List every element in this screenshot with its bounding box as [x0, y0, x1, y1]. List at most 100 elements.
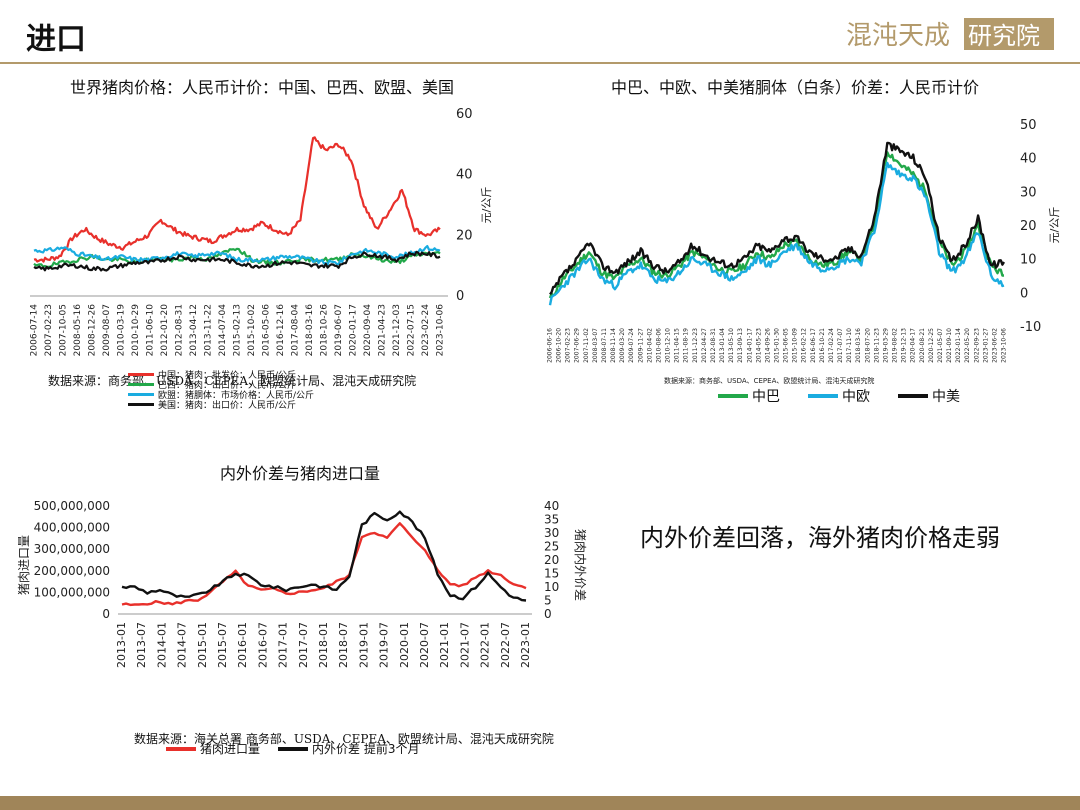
- chart1-x-tick: 2016-05-06: [262, 304, 272, 357]
- chart1-x-tick: 2020-01-17: [349, 304, 359, 356]
- chart2-x-tick: 2010-12-10: [665, 328, 672, 363]
- chart3-y2-label: 猪肉内外价差: [573, 529, 587, 601]
- chart1-x-tick: 2008-05-16: [73, 304, 83, 357]
- chart2-x-tick: 2011-08-19: [683, 328, 690, 363]
- chart3-import-volume: 0 100,000,000 200,000,000 300,000,000 400,00…: [17, 499, 587, 668]
- chart2-x-tick: 2015-10-09: [792, 328, 799, 363]
- chart3-series-spread: [121, 510, 527, 602]
- chart1-y-tick: 0: [456, 289, 464, 304]
- chart2-x-tick: 2016-06-17: [810, 328, 817, 363]
- chart3-x-tick: 2021-07: [458, 622, 471, 668]
- chart2-y-tick: 40: [1020, 152, 1037, 167]
- chart1-x-tick: 2012-08-31: [175, 304, 185, 356]
- chart2-x-tick: 2023-06-02: [991, 328, 998, 363]
- chart1-x-tick: 2009-08-07: [102, 304, 112, 356]
- chart2-legend-item: 中巴: [718, 386, 780, 406]
- chart1-x-tick: 2007-10-05: [59, 304, 69, 356]
- chart2-x-tick: 2006-10-20: [556, 328, 563, 363]
- chart3-y-label: 猪肉进口量: [17, 535, 31, 595]
- chart2-x-tick: 2022-09-23: [973, 328, 980, 363]
- chart2-x-tick: 2011-12-23: [692, 328, 699, 363]
- chart2-legend-label: 中美: [932, 389, 960, 405]
- chart3-x-tick: 2020-07: [418, 622, 431, 668]
- chart2-x-tick: 2021-05-07: [937, 328, 944, 363]
- chart1-x-tick: 2011-06-10: [146, 304, 156, 357]
- chart2-x-tick: 2021-09-10: [946, 328, 953, 363]
- chart2-x-tick: 2017-11-10: [846, 328, 853, 363]
- chart3-y2-tick: 10: [544, 580, 559, 594]
- chart2-x-tick: 2006-06-16: [547, 328, 554, 363]
- chart1-title: 世界猪肉价格：人民币计价：中国、巴西、欧盟、美国: [69, 78, 454, 97]
- chart1-x-tick: 2015-02-13: [233, 304, 243, 356]
- chart3-legend-item: 内外价差 提前3个月: [278, 740, 419, 757]
- chart3-series-import: [121, 522, 527, 607]
- chart3-x-tick: 2018-07: [337, 622, 350, 668]
- chart1-x-tick: 2007-02-23: [44, 304, 54, 356]
- chart2-x-tick: 2009-03-20: [619, 328, 626, 363]
- chart1-x-tick: 2023-10-06: [436, 304, 446, 357]
- chart2-x-tick: 2019-03-29: [882, 328, 889, 363]
- chart2-x-tick: 2007-02-23: [565, 328, 572, 363]
- chart3-x-tick: 2023-01: [519, 622, 532, 668]
- chart1-y-tick: 60: [456, 107, 473, 122]
- chart3-x-tick: 2016-07: [256, 622, 269, 668]
- chart2-x-tick: 2009-07-24: [628, 328, 635, 363]
- chart1-x-tick: 2018-03-16: [305, 304, 315, 357]
- svg-text:研究院: 研究院: [968, 22, 1040, 50]
- chart2-legend-label: 中欧: [842, 389, 870, 405]
- chart3-y2-tick: 20: [544, 553, 559, 567]
- chart3-x-tick: 2015-01: [196, 622, 209, 668]
- chart3-x-tick: 2014-07: [176, 622, 189, 668]
- chart1-x-tick: 2023-02-24: [421, 304, 431, 357]
- chart2-x-tick: 2012-04-27: [701, 328, 708, 363]
- chart1-series-3: [33, 250, 441, 272]
- chart3-legend-item: 猪肉进口量: [166, 740, 260, 757]
- chart1-legend-item: 欧盟：猪胴体：市场价格：人民币/公斤: [128, 388, 314, 401]
- chart1-x-tick: 2013-04-12: [189, 304, 199, 356]
- chart1-world-pork-price: 0 20 40 60 元/公斤 2006-07-14 2007-02-23 2007-10-0…: [30, 107, 494, 357]
- chart2-legend-swatch: [808, 394, 838, 398]
- chart1-legend-swatch: [128, 373, 154, 376]
- chart1-legend-label: 美国：猪肉：出口价：人民币/公斤: [158, 401, 297, 411]
- chart2-x-tick: 2012-08-31: [710, 328, 717, 363]
- chart1-y-tick: 20: [456, 228, 473, 243]
- chart1-legend-label: 欧盟：猪胴体：市场价格：人民币/公斤: [158, 391, 315, 401]
- footer-bar: [0, 796, 1080, 810]
- chart3-x-tick: 2016-01: [236, 622, 249, 668]
- chart1-series-0: [33, 136, 441, 263]
- chart2-x-tick: 2010-04-02: [646, 328, 653, 363]
- chart2-y-tick: 30: [1020, 185, 1037, 200]
- chart3-x-tick: 2014-01: [155, 622, 168, 668]
- chart2-x-tick: 2023-10-06: [1001, 328, 1008, 363]
- chart3-x-tick: 2021-01: [438, 622, 451, 668]
- chart2-x-tick: 2022-01-14: [955, 328, 962, 363]
- chart2-series-2: [549, 141, 1006, 296]
- svg-text:混沌天成: 混沌天成: [846, 21, 950, 51]
- chart3-x-tick: 2017-07: [297, 622, 310, 668]
- chart3-x-tick: 2019-01: [357, 622, 370, 668]
- chart2-x-tick: 2008-11-14: [610, 328, 617, 363]
- chart1-x-tick: 2017-08-04: [291, 304, 301, 357]
- chart2-x-tick: 2015-01-30: [774, 328, 781, 363]
- chart3-y2-tick: 35: [544, 513, 559, 527]
- chart2-x-tick: 2009-11-27: [637, 328, 644, 363]
- chart2-x-tick: 2018-11-23: [873, 328, 880, 363]
- chart2-x-tick: 2017-07-07: [837, 328, 844, 363]
- chart2-x-tick: 2010-08-06: [655, 328, 662, 363]
- chart1-legend-item: 美国：猪肉：出口价：人民币/公斤: [128, 398, 296, 411]
- page-title: 进口: [26, 22, 86, 57]
- chart1-x-tick: 2008-12-26: [88, 304, 98, 357]
- chart3-x-tick: 2017-01: [277, 622, 290, 668]
- chart3-x-tick: 2013-01: [115, 622, 128, 668]
- chart2-x-tick: 2008-07-11: [601, 328, 608, 363]
- chart2-x-tick: 2007-06-29: [574, 328, 581, 363]
- chart1-y-tick: 40: [456, 168, 473, 183]
- chart1-x-tick: 2014-07-04: [218, 304, 228, 357]
- chart1-x-tick: 2013-11-22: [204, 304, 214, 356]
- chart3-x-tick: 2022-07: [499, 622, 512, 668]
- chart2-x-tick: 2020-04-17: [910, 328, 917, 363]
- conclusion-text: 内外价差回落，海外猪肉价格走弱: [640, 524, 1000, 552]
- header-divider: [0, 62, 1080, 64]
- chart2-x-tick: 2020-12-25: [928, 328, 935, 363]
